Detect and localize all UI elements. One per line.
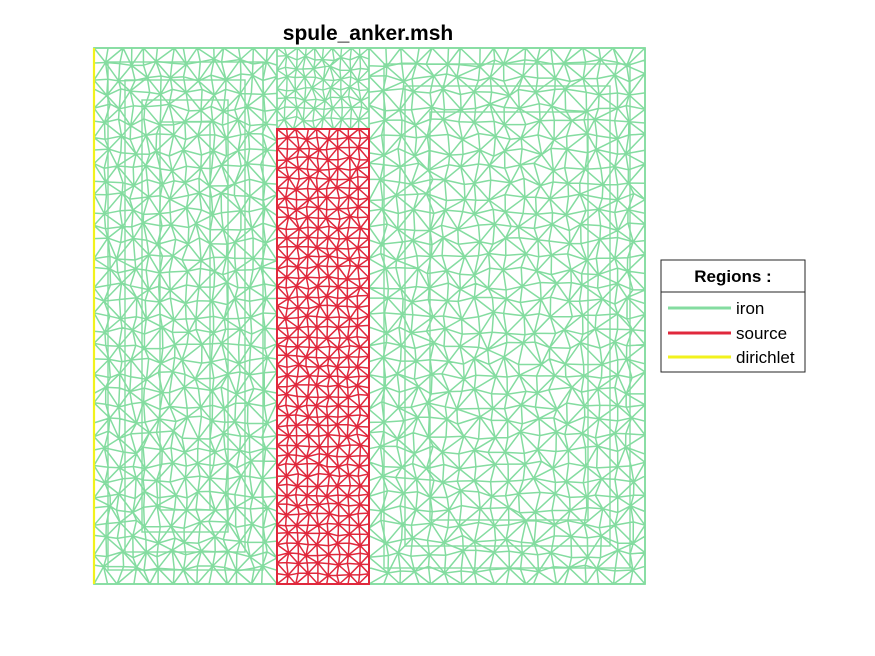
iron-mesh-ring (107, 61, 264, 571)
legend-entry-iron: iron (668, 299, 764, 318)
iron-mesh-ring (429, 111, 589, 521)
iron-mesh-ring (159, 121, 211, 511)
iron-mesh-ring (124, 79, 246, 553)
legend-label-iron: iron (736, 299, 764, 318)
legend-title: Regions : (694, 267, 771, 286)
source-region-outline (276, 128, 370, 585)
legend-label-source: source (736, 324, 787, 343)
source-region-mesh (276, 128, 370, 585)
iron-mesh-ring (404, 85, 611, 547)
legend-entry-dirichlet: dirichlet (668, 348, 795, 367)
plot-title: spule_anker.msh (283, 22, 453, 45)
legend-label-dirichlet: dirichlet (736, 348, 795, 367)
iron-mesh-ring (383, 63, 631, 569)
legend: Regions : iron source dirichlet (660, 259, 806, 373)
legend-entry-source: source (668, 324, 787, 343)
mesh-plot (92, 47, 646, 585)
legend-box (660, 259, 806, 373)
iron-mesh-ring (141, 99, 229, 533)
